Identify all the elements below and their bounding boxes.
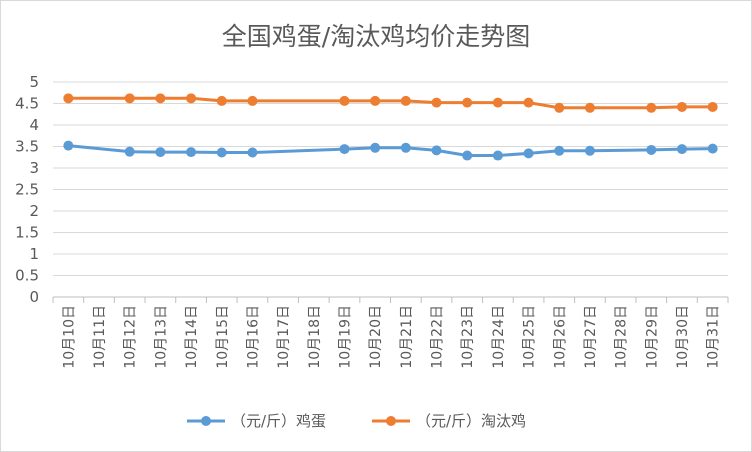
y-tick-label: 2 <box>29 202 39 220</box>
data-point <box>216 95 227 106</box>
series-line-0 <box>68 144 713 157</box>
data-point <box>247 147 258 158</box>
data-point <box>554 102 565 113</box>
data-point <box>431 145 442 156</box>
x-tick-label: 10月28日 <box>614 305 630 369</box>
y-tick-label: 2.5 <box>15 181 39 199</box>
x-tick-label: 10月23日 <box>460 305 476 369</box>
data-point <box>676 144 687 155</box>
x-tick-label: 10月21日 <box>399 305 415 369</box>
data-point <box>523 97 534 108</box>
data-point <box>707 101 718 112</box>
x-tick-label: 10月16日 <box>245 305 261 369</box>
data-point <box>247 95 258 106</box>
data-point <box>676 101 687 112</box>
data-point <box>584 145 595 156</box>
x-tick-label: 10月18日 <box>307 305 323 369</box>
x-axis: 10月10日 10月11日 10月12日 10月13日 10月14日 10月15日 10月1… <box>52 297 729 369</box>
x-tick-label: 10月31日 <box>706 305 722 369</box>
y-tick-label: 4 <box>29 116 39 134</box>
y-tick-label: 0.5 <box>15 267 39 285</box>
data-point <box>492 150 503 161</box>
data-point <box>492 97 503 108</box>
data-point <box>124 146 135 157</box>
x-tick-label: 10月14日 <box>184 305 200 369</box>
gridlines <box>53 81 728 298</box>
data-point <box>646 102 657 113</box>
y-tick-label: 3 <box>29 159 39 177</box>
data-point <box>186 93 197 104</box>
data-point <box>339 95 350 106</box>
data-point <box>63 140 74 151</box>
data-point <box>462 97 473 108</box>
y-tick-label: 5 <box>29 73 39 91</box>
x-tick-label: 10月22日 <box>430 305 446 369</box>
x-tick-label: 10月24日 <box>491 305 507 369</box>
data-point <box>646 144 657 155</box>
data-point <box>523 148 534 159</box>
x-tick-label: 10月11日 <box>92 305 108 369</box>
legend-swatch-marker <box>386 416 396 426</box>
data-point <box>155 93 166 104</box>
data-point <box>707 143 718 154</box>
data-point <box>462 150 473 161</box>
chart-title: 全国鸡蛋/淘汰鸡均价走势图 <box>222 22 530 51</box>
y-tick-label: 1 <box>29 245 39 263</box>
data-point <box>339 144 350 155</box>
x-tick-label: 10月15日 <box>215 305 231 369</box>
data-point <box>155 147 166 158</box>
data-point <box>124 93 135 104</box>
data-point <box>400 95 411 106</box>
x-tick-label: 10月17日 <box>276 305 292 369</box>
legend-label: （元/斤）淘汰鸡 <box>416 412 526 430</box>
data-point <box>431 97 442 108</box>
data-point <box>370 142 381 153</box>
y-axis-ticks: 0 0.5 1 1.5 2 2.5 3 3.5 4 4.5 5 <box>15 73 39 306</box>
x-tick-label: 10月12日 <box>123 305 139 369</box>
x-tick-label: 10月29日 <box>644 305 660 369</box>
data-point <box>584 102 595 113</box>
legend-label: （元/斤）鸡蛋 <box>231 412 326 430</box>
data-point <box>186 147 197 158</box>
x-tick-label: 10月30日 <box>675 305 691 369</box>
legend: （元/斤）鸡蛋 （元/斤）淘汰鸡 <box>187 412 526 430</box>
y-tick-label: 0 <box>29 288 39 306</box>
x-tick-label: 10月27日 <box>583 305 599 369</box>
y-tick-label: 3.5 <box>15 138 39 156</box>
y-tick-label: 1.5 <box>15 224 39 242</box>
x-tick-label: 10月25日 <box>522 305 538 369</box>
data-point <box>554 145 565 156</box>
data-point <box>400 142 411 153</box>
x-tick-label: 10月10日 <box>61 305 77 369</box>
series-line-1 <box>68 96 713 110</box>
series-lines <box>63 93 718 161</box>
x-tick-label: 10月26日 <box>552 305 568 369</box>
x-tick-label: 10月13日 <box>153 305 169 369</box>
data-point <box>63 93 74 104</box>
data-point <box>216 147 227 158</box>
legend-swatch-marker <box>201 416 211 426</box>
y-tick-label: 4.5 <box>15 95 39 113</box>
x-tick-label: 10月19日 <box>337 305 353 369</box>
data-point <box>370 95 381 106</box>
x-tick-label: 10月20日 <box>368 305 384 369</box>
